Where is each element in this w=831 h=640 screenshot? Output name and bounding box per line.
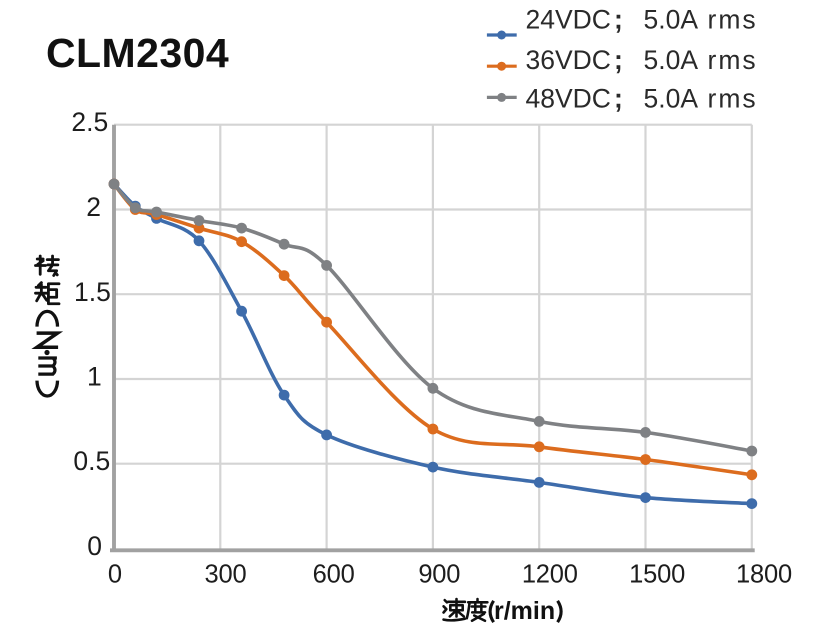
svg-text:1800: 1800 (736, 560, 792, 588)
svg-text:900: 900 (418, 560, 460, 588)
svg-text:0.5: 0.5 (73, 446, 110, 476)
svg-text:CLM2304: CLM2304 (46, 30, 229, 76)
svg-text:2.5: 2.5 (71, 107, 108, 137)
svg-text:0: 0 (87, 531, 102, 561)
svg-text:1200: 1200 (522, 560, 578, 588)
svg-text:600: 600 (313, 560, 355, 588)
svg-text:1: 1 (87, 362, 102, 392)
svg-text:300: 300 (205, 560, 247, 588)
svg-text:1.5: 1.5 (74, 277, 111, 307)
svg-text:2: 2 (86, 192, 101, 222)
svg-text:r/min: r/min (494, 597, 555, 625)
svg-text:1500: 1500 (629, 560, 685, 588)
svg-text:0: 0 (108, 560, 122, 588)
